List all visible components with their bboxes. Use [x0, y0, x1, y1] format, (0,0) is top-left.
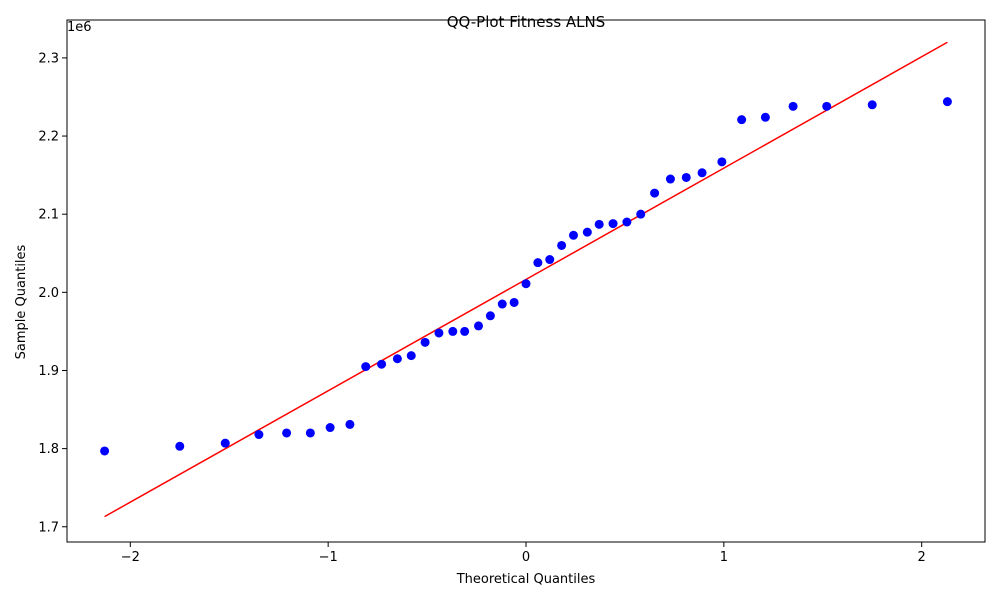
data-point [509, 297, 519, 307]
data-point [636, 209, 646, 219]
data-point [485, 311, 495, 321]
data-point [220, 438, 230, 448]
data-point [665, 174, 675, 184]
data-point [608, 219, 618, 229]
data-point [406, 351, 416, 361]
data-point [557, 240, 567, 250]
data-point [254, 430, 264, 440]
x-tick-label: 2 [918, 550, 926, 565]
data-point [822, 101, 832, 111]
data-point [361, 362, 371, 372]
data-point [622, 217, 632, 227]
data-point [420, 337, 430, 347]
data-point [737, 115, 747, 125]
data-point [175, 441, 185, 451]
data-point [325, 423, 335, 433]
data-point [681, 172, 691, 182]
data-point [345, 419, 355, 429]
x-tick-label: −2 [121, 550, 140, 565]
x-tick-label: −1 [319, 550, 338, 565]
data-point [521, 279, 531, 289]
data-point [582, 227, 592, 237]
data-point [392, 354, 402, 364]
data-point [568, 230, 578, 240]
y-tick-label: 2.2 [38, 130, 59, 145]
data-point [448, 326, 458, 336]
chart-title: QQ-Plot Fitness ALNS [447, 13, 606, 31]
y-axis-label: Sample Quantiles [14, 244, 29, 359]
data-point [497, 299, 507, 309]
x-tick-label: 1 [720, 550, 728, 565]
y-tick-label: 2.0 [38, 286, 59, 301]
y-tick-label: 2.3 [38, 51, 59, 66]
data-point [377, 359, 387, 369]
data-point [788, 101, 798, 111]
data-point [282, 428, 292, 438]
data-point [717, 157, 727, 167]
x-axis-label: Theoretical Quantiles [456, 572, 596, 587]
data-point [545, 255, 555, 265]
y-tick-label: 2.1 [38, 208, 59, 223]
data-point [594, 219, 604, 229]
axes: −2 −1 0 1 2 1.7 1.8 1.9 2.0 2.1 2.2 2.3 [38, 19, 986, 565]
data-point [460, 326, 470, 336]
data-point [474, 321, 484, 331]
data-point [697, 168, 707, 178]
y-tick-label: 1.7 [38, 520, 59, 535]
data-point [650, 188, 660, 198]
y-tick-label: 1.9 [38, 364, 59, 379]
y-axis-offset-label: 1e6 [67, 20, 92, 35]
data-point [305, 428, 315, 438]
data-point [434, 328, 444, 338]
y-tick-label: 1.8 [38, 442, 59, 457]
data-point [942, 97, 952, 107]
data-point [533, 258, 543, 268]
x-tick-label: 0 [522, 550, 530, 565]
plot-area [100, 41, 952, 518]
data-point [867, 100, 877, 110]
data-point [100, 446, 110, 456]
data-point [760, 112, 770, 122]
